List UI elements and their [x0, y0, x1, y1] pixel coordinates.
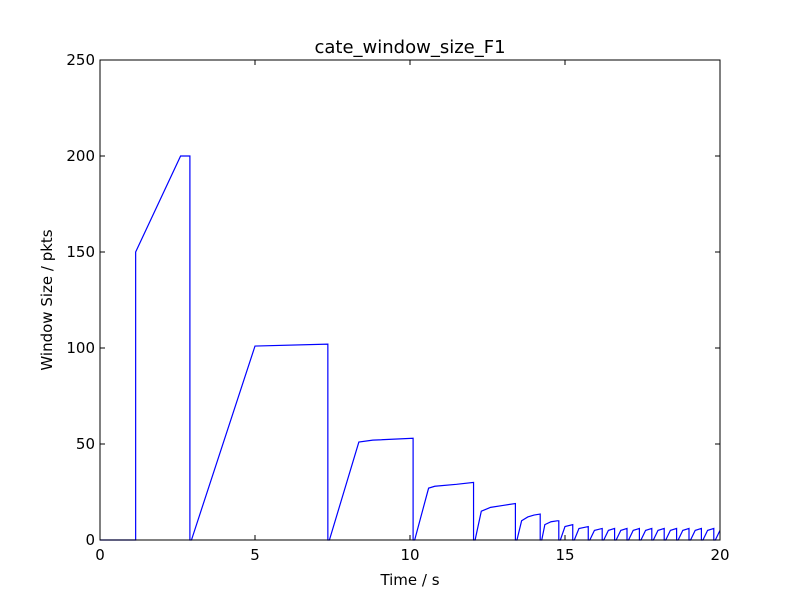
x-tick-label: 5 — [250, 546, 260, 564]
chart-title: cate_window_size_F1 — [314, 37, 505, 58]
x-tick-label: 15 — [555, 546, 574, 564]
x-axis-title: Time / s — [379, 571, 439, 589]
x-tick-label: 20 — [710, 546, 729, 564]
x-tick-label: 0 — [95, 546, 105, 564]
y-tick-label: 250 — [66, 51, 95, 69]
y-tick-label: 150 — [66, 243, 95, 261]
plot-frame — [99, 59, 721, 541]
y-axis-title: Window Size / pkts — [38, 229, 56, 370]
series-line — [100, 155, 721, 541]
y-tick-label: 0 — [85, 531, 95, 549]
y-tick-label: 100 — [66, 339, 95, 357]
y-tick-label: 50 — [76, 435, 95, 453]
x-tick-label: 10 — [400, 546, 419, 564]
y-tick-label: 200 — [66, 147, 95, 165]
series-layer — [100, 155, 721, 541]
